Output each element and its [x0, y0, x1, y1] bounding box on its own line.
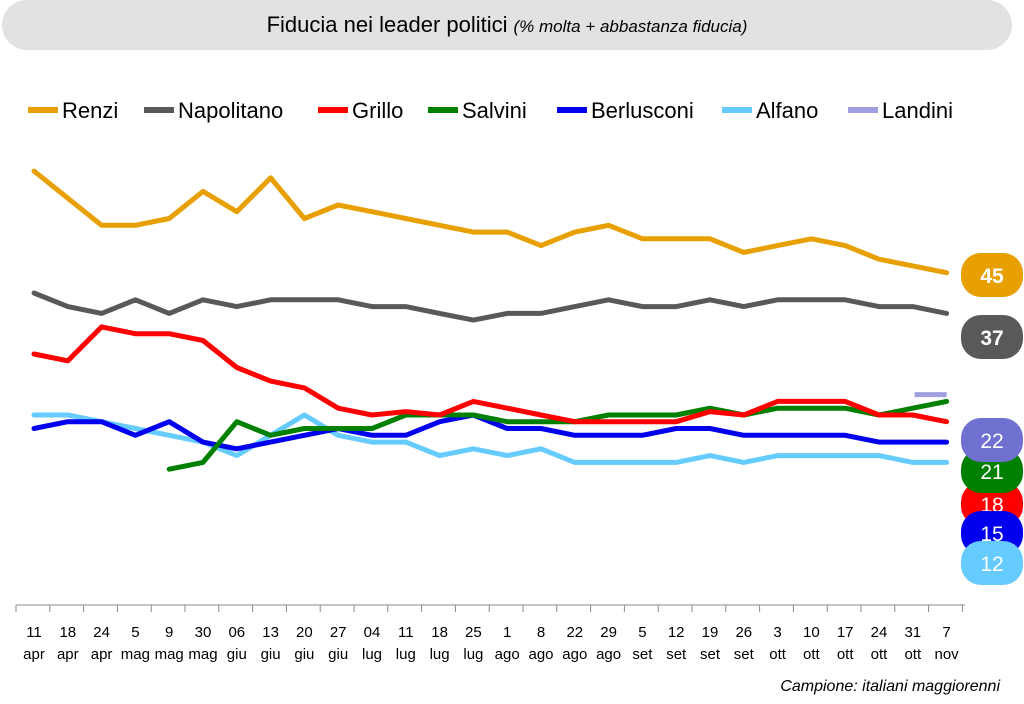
- x-tick-label-month: apr: [23, 646, 45, 663]
- chart-title-main: Fiducia nei leader politici: [266, 12, 508, 37]
- end-label-value-napolitano: 37: [980, 327, 1003, 350]
- x-tick-label-day: 22: [566, 624, 583, 641]
- x-tick-label-day: 31: [904, 624, 921, 641]
- x-tick-label-month: ott: [871, 646, 889, 663]
- end-label-badge-renzi: [961, 253, 1023, 297]
- x-tick-label-day: 29: [600, 624, 617, 641]
- x-tick-label-month: nov: [935, 646, 960, 663]
- legend-label-landini: Landini: [882, 98, 953, 123]
- x-tick-label-month: lug: [396, 646, 416, 663]
- x-tick-label-month: giu: [261, 646, 281, 663]
- end-label-value-berlusconi: 15: [980, 523, 1003, 546]
- end-label-value-alfano: 12: [980, 553, 1003, 576]
- series-line-salvini: [166, 398, 950, 472]
- title-bar: Fiducia nei leader politici (% molta + ab…: [2, 0, 1012, 50]
- x-tick-label-month: lug: [362, 646, 382, 663]
- end-label-value-landini: 22: [980, 430, 1003, 453]
- legend-label-salvini: Salvini: [462, 98, 527, 123]
- x-tick-label-month: lug: [430, 646, 450, 663]
- x-tick-label-day: 30: [195, 624, 212, 641]
- x-tick-label-day: 1: [503, 624, 511, 641]
- x-tick-label-month: set: [734, 646, 755, 663]
- x-tick-label-day: 26: [735, 624, 752, 641]
- x-tick-label-day: 12: [668, 624, 685, 641]
- x-tick-label-month: mag: [155, 646, 184, 663]
- x-tick-label-month: giu: [294, 646, 314, 663]
- x-tick-label-month: ott: [837, 646, 855, 663]
- legend-label-grillo: Grillo: [352, 98, 403, 123]
- x-tick-label-day: 5: [131, 624, 139, 641]
- x-tick-label-day: 17: [837, 624, 854, 641]
- legend-label-renzi: Renzi: [62, 98, 118, 123]
- x-tick-label-month: set: [666, 646, 687, 663]
- end-label-value-renzi: 45: [980, 265, 1004, 288]
- x-tick-label-day: 3: [773, 624, 781, 641]
- x-tick-label-month: set: [700, 646, 721, 663]
- x-tick-label-day: 11: [398, 624, 414, 641]
- x-tick-label-day: 20: [296, 624, 313, 641]
- end-label-value-salvini: 21: [980, 461, 1003, 484]
- x-tick-label-day: 7: [942, 624, 950, 641]
- end-label-badge-napolitano: [961, 315, 1023, 359]
- x-tick-label-day: 04: [364, 624, 381, 641]
- x-tick-label-month: ago: [495, 646, 520, 663]
- x-tick-label-day: 27: [330, 624, 347, 641]
- series-line-renzi: [31, 168, 950, 276]
- x-tick-label-month: set: [632, 646, 653, 663]
- x-tick-label-day: 8: [537, 624, 545, 641]
- x-tick-label-month: ott: [904, 646, 922, 663]
- x-tick-label-month: mag: [121, 646, 150, 663]
- series-line-berlusconi: [31, 412, 950, 452]
- x-tick-label-day: 24: [871, 624, 888, 641]
- end-label-badge-alfano: [961, 541, 1023, 585]
- x-tick-label-month: ago: [562, 646, 587, 663]
- legend-label-alfano: Alfano: [756, 98, 818, 123]
- x-tick-label-day: 18: [59, 624, 76, 641]
- chart-footer: Campione: italiani maggiorenni: [780, 678, 1000, 695]
- x-tick-label-month: giu: [328, 646, 348, 663]
- series-line-alfano: [31, 412, 950, 465]
- series-line-napolitano: [31, 290, 950, 323]
- chart-subtitle: (% molta + abbastanza fiducia): [513, 17, 748, 36]
- x-tick-label-day: 19: [702, 624, 719, 641]
- series-line-grillo: [31, 324, 950, 425]
- x-tick-label-day: 9: [165, 624, 173, 641]
- x-tick-label-day: 5: [638, 624, 646, 641]
- x-tick-label-day: 25: [465, 624, 482, 641]
- x-tick-label-month: giu: [227, 646, 247, 663]
- x-tick-label-day: 24: [93, 624, 110, 641]
- legend-label-napolitano: Napolitano: [178, 98, 283, 123]
- x-tick-label-month: mag: [188, 646, 217, 663]
- x-tick-label-day: 11: [26, 624, 42, 641]
- x-tick-label-month: apr: [57, 646, 79, 663]
- x-tick-label-day: 10: [803, 624, 820, 641]
- x-tick-label-day: 18: [431, 624, 448, 641]
- x-tick-label-day: 13: [262, 624, 279, 641]
- x-tick-label-month: lug: [463, 646, 483, 663]
- x-tick-label-month: ott: [803, 646, 821, 663]
- end-label-badge-landini: [961, 418, 1023, 462]
- x-tick-label-month: ago: [528, 646, 553, 663]
- x-tick-label-month: ott: [769, 646, 787, 663]
- x-tick-label-month: ago: [596, 646, 621, 663]
- chart-title: Fiducia nei leader politici (% molta + ab…: [2, 12, 1012, 38]
- x-tick-label-month: apr: [91, 646, 113, 663]
- x-tick-label-day: 06: [228, 624, 245, 641]
- legend-label-berlusconi: Berlusconi: [591, 98, 694, 123]
